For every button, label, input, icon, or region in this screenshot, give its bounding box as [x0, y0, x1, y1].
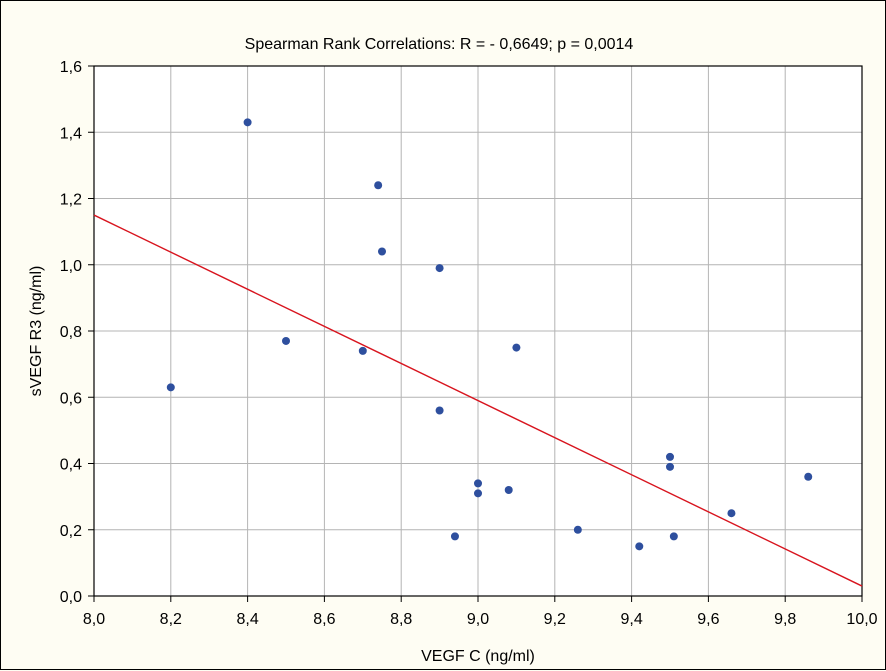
data-point [635, 542, 644, 551]
x-tick-label: 9,2 [544, 611, 566, 628]
data-point [727, 509, 736, 518]
regression-line [93, 214, 863, 587]
y-axis-label: sVEGF R3 (ng/ml) [28, 266, 45, 397]
data-point [374, 181, 383, 190]
x-tick-label: 9,6 [697, 611, 719, 628]
data-point [435, 406, 444, 415]
y-tick-label: 0,8 [60, 324, 82, 341]
data-point [358, 346, 367, 355]
data-point [243, 118, 252, 127]
x-tick-label: 8,8 [390, 611, 412, 628]
data-point [166, 383, 175, 392]
x-tick-label: 8,6 [313, 611, 335, 628]
data-points [166, 118, 813, 551]
data-point [474, 489, 482, 498]
x-tick-label: 8,2 [160, 611, 182, 628]
data-point [504, 486, 513, 494]
y-tick-label: 1,6 [60, 59, 82, 76]
data-point [474, 479, 482, 488]
x-tick-label: 9,0 [467, 611, 489, 628]
data-point [573, 525, 582, 534]
y-tick-labels: 0,0 0,2 0,4 0,6 0,8 1,0 1,2 1,4 1,6 [60, 59, 82, 606]
data-point [804, 472, 813, 481]
data-point [435, 264, 444, 273]
y-tick-label: 0,0 [60, 589, 82, 606]
x-tick-label: 10,0 [846, 611, 877, 628]
y-tick-label: 0,6 [60, 390, 82, 407]
data-point [669, 532, 678, 541]
data-point [512, 343, 521, 352]
chart-title: Spearman Rank Correlations: R = - 0,6649… [245, 36, 634, 53]
y-tick-label: 1,0 [60, 258, 82, 275]
x-tick-label: 8,0 [83, 611, 105, 628]
y-tick-label: 1,2 [60, 192, 82, 209]
y-tick-label: 1,4 [60, 125, 82, 142]
y-tick-label: 0,2 [60, 523, 82, 540]
tick-marks [88, 65, 863, 602]
x-axis-label: VEGF C (ng/ml) [421, 648, 535, 665]
data-point [666, 462, 674, 471]
data-point [378, 247, 386, 256]
x-tick-labels: 8,0 8,2 8,4 8,6 8,8 9,0 9,2 9,4 9,6 9,8 10,0 [83, 611, 878, 628]
x-tick-label: 9,4 [620, 611, 642, 628]
x-tick-label: 9,8 [774, 611, 796, 628]
y-tick-label: 0,4 [60, 457, 82, 474]
data-point [282, 336, 290, 345]
x-tick-label: 8,4 [236, 611, 258, 628]
data-point [666, 452, 674, 461]
data-point [450, 532, 459, 541]
grid-lines [94, 66, 862, 596]
